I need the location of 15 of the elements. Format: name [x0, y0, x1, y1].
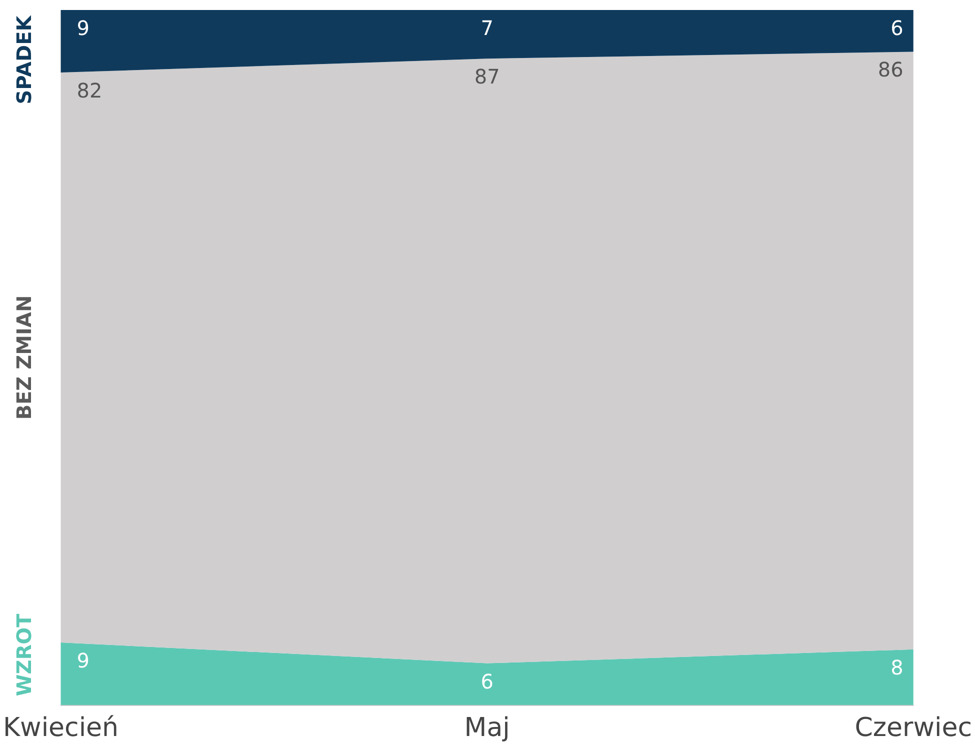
data-label: 86: [878, 58, 904, 82]
data-label: 9: [76, 16, 90, 40]
x-tick-label: Maj: [464, 713, 510, 743]
text: BEZ ZMIAN: [12, 295, 36, 420]
text: SPADEK: [12, 14, 36, 104]
data-label: 6: [890, 16, 904, 40]
data-label: 7: [480, 16, 494, 40]
text: WZROT: [12, 613, 36, 696]
data-label: 9: [76, 648, 90, 672]
data-label: 87: [474, 64, 500, 89]
data-label: 8: [890, 655, 904, 680]
x-tick-label: Czerwiec: [854, 713, 972, 743]
data-label: 6: [480, 669, 494, 694]
x-tick-label: Kwiecień: [3, 713, 119, 743]
data-label: 82: [76, 78, 102, 103]
